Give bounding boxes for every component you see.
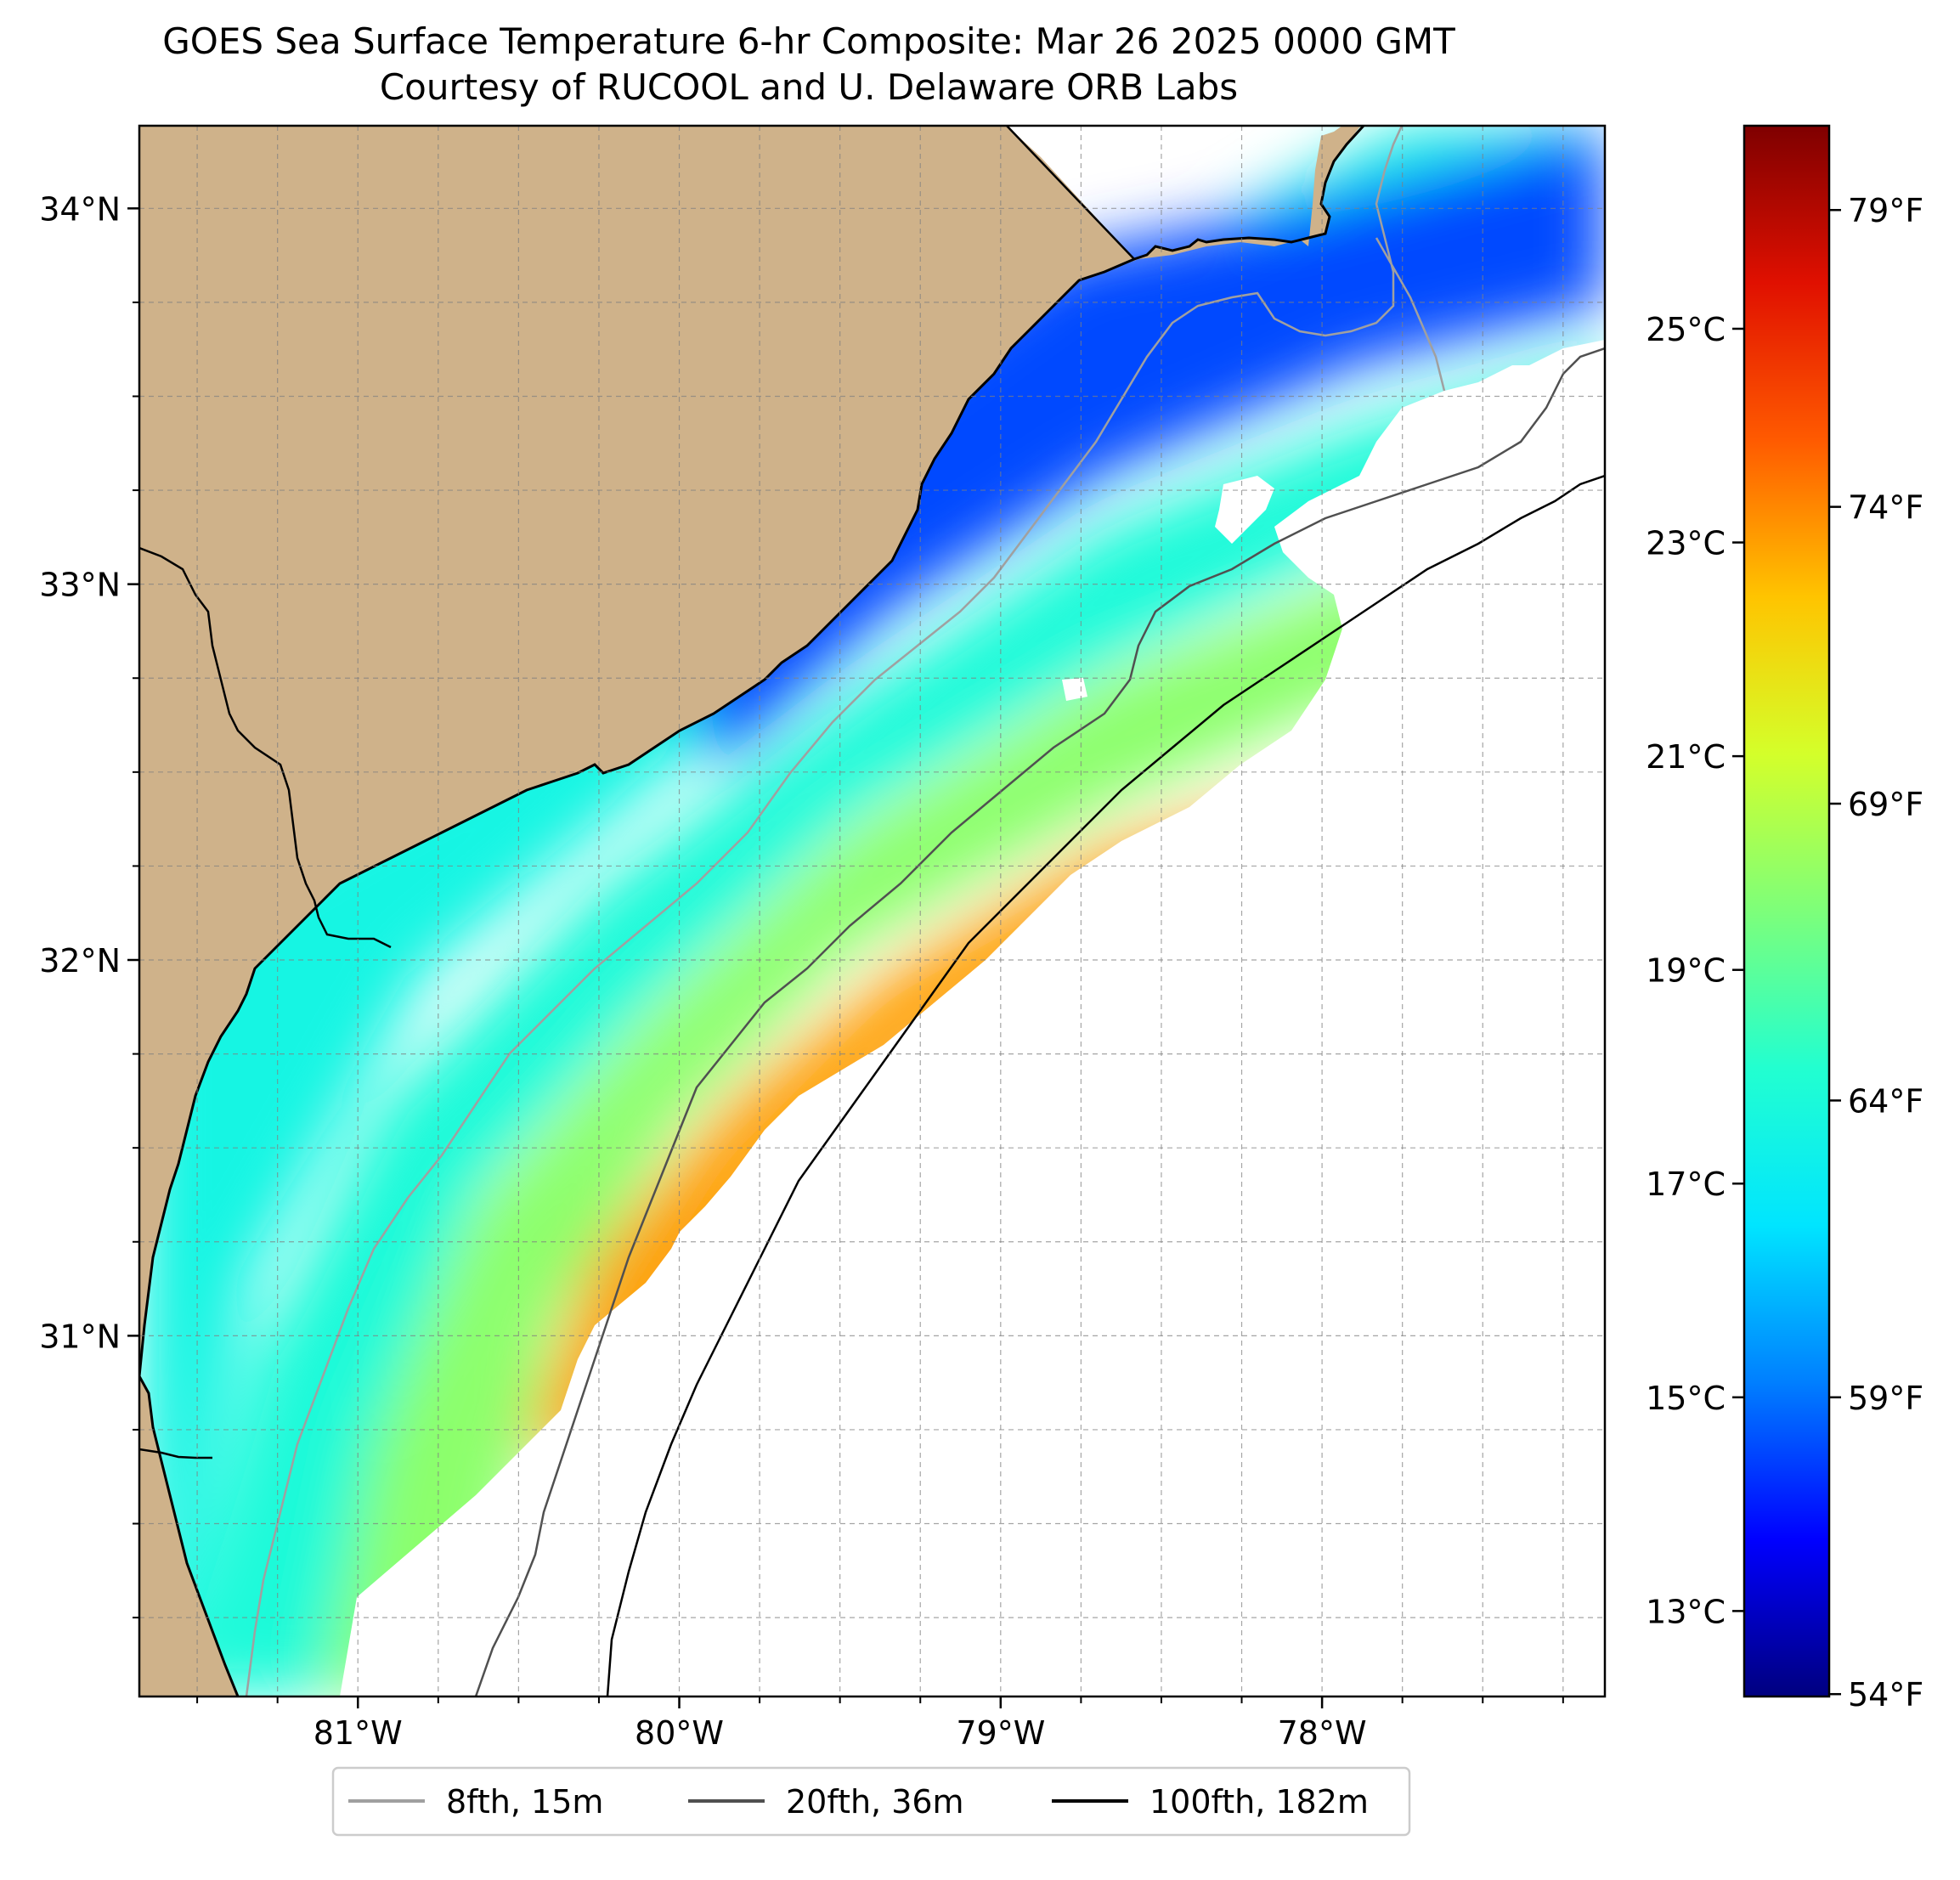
colorbar-celsius-label: 19°C [1646, 952, 1726, 990]
legend-item-8fth: 8fth, 15m [348, 1783, 603, 1821]
isobath-8fth-15m [245, 126, 1446, 1697]
no-data-hole [1215, 476, 1274, 544]
colorbar-fahrenheit-label: 64°F [1848, 1082, 1923, 1120]
coastline [139, 126, 1365, 1697]
latitude-axis: 34°N 33°N 32°N 31°N [39, 190, 139, 1355]
colorbar-gradient [1743, 124, 1831, 1698]
state-border [139, 546, 392, 949]
gridlines [133, 126, 1605, 1703]
colorbar: 25°C 23°C 21°C 19°C 17°C 15°C 13°C 79°F 74°F 69°… [1646, 124, 1923, 1713]
latitude-tick-label: 34°N [39, 190, 121, 228]
no-data-hole [1491, 544, 1605, 603]
colorbar-celsius-label: 21°C [1646, 738, 1726, 776]
isobath-legend: 8fth, 15m 20fth, 36m 100fth, 182m [331, 1766, 1411, 1837]
colorbar-celsius-label: 15°C [1646, 1380, 1726, 1417]
colorbar-fahrenheit-label: 74°F [1848, 489, 1923, 527]
legend-box [331, 1766, 1411, 1837]
state-border [1006, 126, 1135, 260]
colorbar-celsius-axis: 25°C 23°C 21°C 19°C 17°C 15°C 13°C [1646, 311, 1744, 1630]
legend-label: 20fth, 36m [786, 1783, 964, 1821]
legend-item-20fth: 20fth, 36m [688, 1783, 964, 1821]
longitude-axis: 81°W 80°W 79°W 78°W [313, 1697, 1367, 1752]
plot-frame [138, 124, 1607, 1698]
colorbar-celsius-label: 17°C [1646, 1166, 1726, 1203]
map-title: GOES Sea Surface Temperature 6-hr Compos… [162, 20, 1455, 62]
legend-label: 100fth, 182m [1149, 1783, 1369, 1821]
land-south [139, 1376, 238, 1697]
colorbar-fahrenheit-label: 69°F [1848, 786, 1923, 823]
colorbar-celsius-label: 13°C [1646, 1593, 1726, 1630]
longitude-tick-label: 78°W [1278, 1714, 1367, 1752]
longitude-tick-label: 80°W [635, 1714, 724, 1752]
land [139, 126, 1364, 1376]
latitude-tick-label: 33°N [39, 567, 121, 604]
legend-item-100fth: 100fth, 182m [1052, 1783, 1369, 1821]
sst-band [139, 126, 1605, 1697]
colorbar-fahrenheit-label: 54°F [1848, 1676, 1923, 1713]
no-data-hole [1062, 678, 1087, 701]
state-border [139, 1448, 212, 1459]
latitude-tick-label: 31°N [39, 1318, 121, 1355]
sst-band [680, 126, 1605, 765]
colorbar-fahrenheit-label: 59°F [1848, 1380, 1923, 1417]
no-data-region [340, 340, 1605, 1697]
latitude-tick-label: 32°N [39, 942, 121, 980]
map-subtitle: Courtesy of RUCOOL and U. Delaware ORB L… [379, 66, 1239, 108]
isobath-100fth-182m [606, 474, 1605, 1697]
no-data-hole [1436, 709, 1470, 748]
longitude-tick-label: 81°W [313, 1714, 403, 1752]
isobath-20fth-36m [474, 347, 1605, 1697]
no-data-hole [1325, 714, 1376, 748]
colorbar-celsius-label: 25°C [1646, 311, 1726, 348]
legend-label: 8fth, 15m [446, 1783, 603, 1821]
longitude-tick-label: 79°W [956, 1714, 1045, 1752]
colorbar-fahrenheit-label: 79°F [1848, 192, 1923, 229]
colorbar-fahrenheit-axis: 79°F 74°F 69°F 64°F 59°F 54°F [1829, 192, 1923, 1713]
colorbar-celsius-label: 23°C [1646, 525, 1726, 562]
